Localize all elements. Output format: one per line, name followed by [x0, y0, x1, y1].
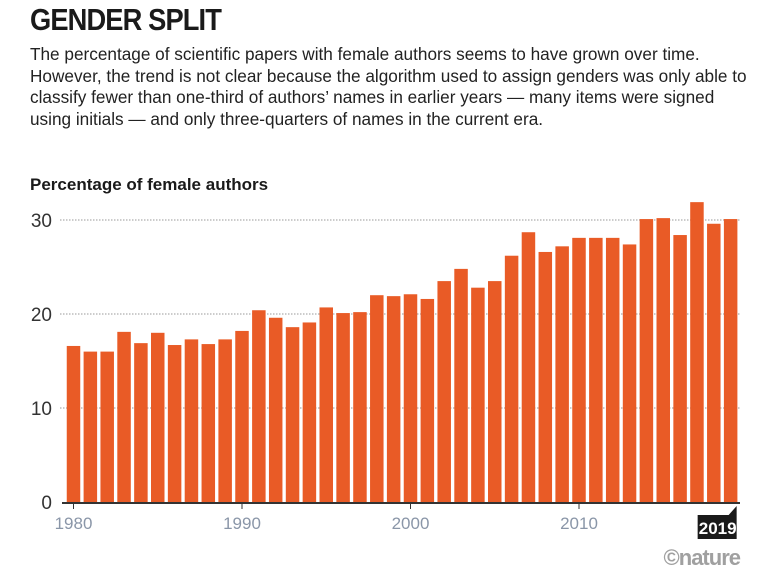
- bar-2006: [504, 255, 519, 502]
- bar-2015: [656, 218, 670, 502]
- highlight-tag: [697, 506, 737, 539]
- bar-1983: [117, 331, 131, 502]
- nature-credit: ©nature: [663, 545, 741, 570]
- bar-2016: [673, 235, 687, 503]
- y-tick-label: 20: [31, 305, 52, 326]
- bar-1989: [218, 339, 232, 502]
- bar-1998: [370, 295, 384, 502]
- bar-1997: [353, 312, 367, 502]
- bar-1984: [134, 343, 148, 502]
- bar-2019: [723, 219, 738, 502]
- bar-2013: [622, 244, 637, 502]
- bar-2014: [639, 219, 654, 502]
- bar-2001: [420, 298, 435, 502]
- x-tick-label: 1980: [55, 514, 93, 533]
- bar-1992: [268, 317, 283, 502]
- bar-1999: [386, 296, 401, 502]
- bar-2000: [403, 294, 418, 502]
- bar-2017: [690, 202, 704, 502]
- bar-1981: [83, 351, 98, 502]
- y-axis-label: Percentage of female authors: [30, 175, 269, 194]
- x-tick-label: 2010: [560, 514, 598, 533]
- bar-1987: [184, 339, 199, 502]
- y-tick-label: 0: [41, 493, 52, 514]
- bar-2009: [555, 246, 569, 502]
- bar-2007: [521, 232, 536, 502]
- bar-1991: [252, 310, 266, 502]
- y-tick-label: 30: [31, 211, 52, 232]
- x-tick-label: 2000: [392, 514, 430, 533]
- bar-1993: [285, 327, 300, 502]
- bar-1982: [100, 351, 114, 502]
- bar-1986: [167, 345, 182, 502]
- highlight-year-label: 2019: [699, 519, 737, 538]
- bar-1995: [319, 307, 333, 502]
- bar-1996: [336, 313, 350, 502]
- bar-1988: [201, 344, 216, 502]
- bar-2008: [538, 251, 553, 502]
- bar-2012: [605, 237, 620, 503]
- bar-2011: [589, 237, 603, 503]
- bar-1994: [302, 322, 317, 502]
- x-tick-label: 1990: [223, 514, 261, 533]
- bar-2005: [488, 281, 502, 502]
- bar-2003: [454, 268, 468, 502]
- bar-2010: [572, 237, 586, 503]
- y-tick-label: 10: [31, 399, 52, 420]
- bar-2002: [437, 281, 451, 502]
- bar-1985: [151, 332, 165, 502]
- bar-1980: [66, 345, 81, 502]
- bar-2004: [471, 287, 485, 502]
- bar-2018: [707, 223, 721, 502]
- chart-title: GENDER SPLIT: [30, 2, 222, 37]
- chart-subtitle: The percentage of scientific papers with…: [30, 44, 747, 129]
- bar-1990: [235, 330, 249, 502]
